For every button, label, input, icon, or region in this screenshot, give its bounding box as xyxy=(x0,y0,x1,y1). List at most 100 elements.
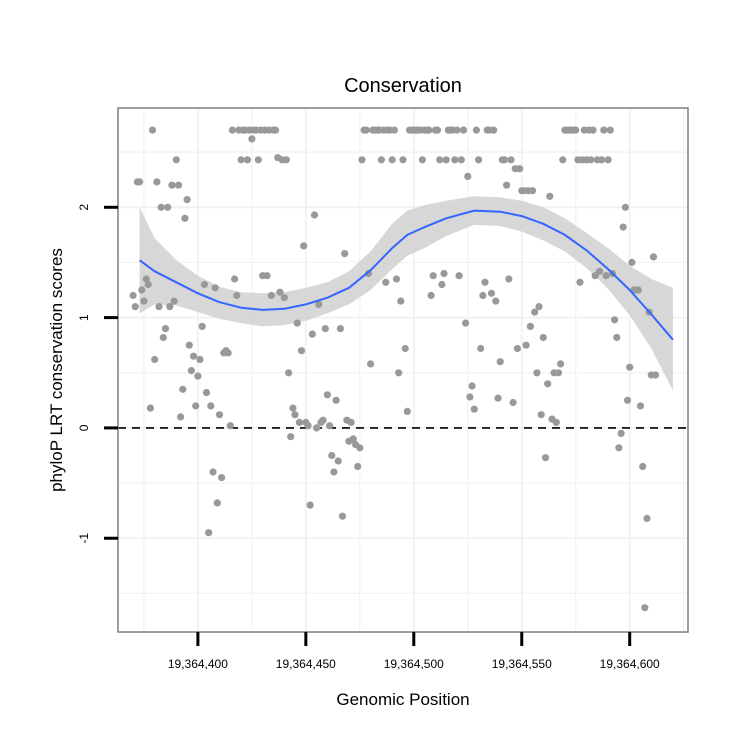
data-point xyxy=(297,347,306,355)
data-point xyxy=(522,341,530,349)
data-point xyxy=(377,156,385,164)
data-point xyxy=(289,404,297,412)
data-point xyxy=(390,126,398,134)
data-point xyxy=(477,344,485,353)
data-point xyxy=(254,156,262,164)
data-point xyxy=(293,319,301,327)
data-point xyxy=(572,126,580,134)
data-point xyxy=(604,156,612,164)
data-point xyxy=(263,272,271,280)
data-point xyxy=(334,457,342,465)
data-point xyxy=(179,385,187,393)
data-point xyxy=(639,462,647,471)
x-axis-title: Genomic Position xyxy=(336,690,469,709)
data-point xyxy=(591,272,599,280)
data-point xyxy=(211,284,219,292)
data-point xyxy=(500,156,509,164)
data-point xyxy=(159,333,167,342)
data-point xyxy=(462,319,470,327)
data-point xyxy=(300,242,308,250)
data-point xyxy=(459,126,468,134)
data-point xyxy=(490,126,498,134)
data-point xyxy=(282,156,290,164)
data-point xyxy=(487,289,496,297)
data-point xyxy=(192,402,200,410)
data-point xyxy=(328,451,336,460)
data-point xyxy=(306,501,314,509)
data-point xyxy=(554,369,563,377)
data-point xyxy=(131,303,139,311)
data-point xyxy=(559,156,567,164)
data-point xyxy=(602,272,610,280)
data-point xyxy=(505,275,513,283)
data-point xyxy=(287,433,295,441)
data-point xyxy=(181,214,189,222)
data-point xyxy=(643,514,651,523)
data-point xyxy=(205,529,213,537)
data-point xyxy=(613,333,621,342)
data-point xyxy=(589,126,597,134)
data-point xyxy=(636,402,645,410)
data-point xyxy=(470,405,478,413)
data-point xyxy=(533,369,541,377)
data-point xyxy=(332,396,340,404)
data-point xyxy=(600,126,608,134)
data-point xyxy=(617,429,625,437)
data-point xyxy=(621,203,630,211)
chart-title: Conservation xyxy=(344,75,462,97)
data-point xyxy=(356,444,364,452)
data-point xyxy=(183,196,191,204)
data-point xyxy=(429,272,437,280)
data-point xyxy=(136,178,144,186)
data-point xyxy=(185,341,193,349)
data-point xyxy=(153,178,161,186)
data-point xyxy=(157,203,165,211)
data-point xyxy=(336,325,344,333)
data-point xyxy=(539,333,547,342)
data-point xyxy=(280,294,288,302)
data-point xyxy=(146,404,154,412)
data-point xyxy=(442,156,450,164)
data-point xyxy=(451,156,459,164)
data-point xyxy=(272,126,280,134)
panel-border xyxy=(117,107,689,633)
data-point xyxy=(403,407,411,415)
data-point xyxy=(388,156,396,164)
data-point xyxy=(472,126,480,134)
data-point xyxy=(224,349,232,357)
data-point xyxy=(170,297,178,305)
data-point xyxy=(427,291,435,300)
data-point xyxy=(652,371,660,379)
data-point xyxy=(164,203,172,211)
data-point xyxy=(177,413,185,421)
data-point xyxy=(526,322,535,330)
axis-layer: 19,364,400 19,364,450 19,364,500 19,364,550… xyxy=(77,204,660,671)
data-point xyxy=(509,398,517,407)
data-point xyxy=(436,156,444,164)
data-point xyxy=(172,156,180,164)
data-point xyxy=(440,269,448,278)
y-tick-label: 2 xyxy=(77,204,91,211)
data-point xyxy=(155,303,163,311)
data-point xyxy=(347,418,355,426)
data-point xyxy=(516,165,524,173)
data-point xyxy=(166,303,174,311)
data-point xyxy=(392,275,401,283)
data-point xyxy=(151,355,159,364)
data-point xyxy=(455,272,463,280)
data-point xyxy=(479,291,487,300)
grid-layer xyxy=(118,108,688,632)
data-point xyxy=(466,393,474,401)
data-point xyxy=(213,499,221,507)
data-point xyxy=(528,187,537,195)
data-point xyxy=(330,468,338,476)
y-axis-title: phyloP LRT conservation scores xyxy=(47,248,66,492)
data-point xyxy=(535,303,543,311)
data-point xyxy=(496,358,504,366)
data-point xyxy=(576,278,584,286)
data-point xyxy=(233,291,241,300)
data-point xyxy=(341,250,349,258)
data-point xyxy=(546,192,554,200)
